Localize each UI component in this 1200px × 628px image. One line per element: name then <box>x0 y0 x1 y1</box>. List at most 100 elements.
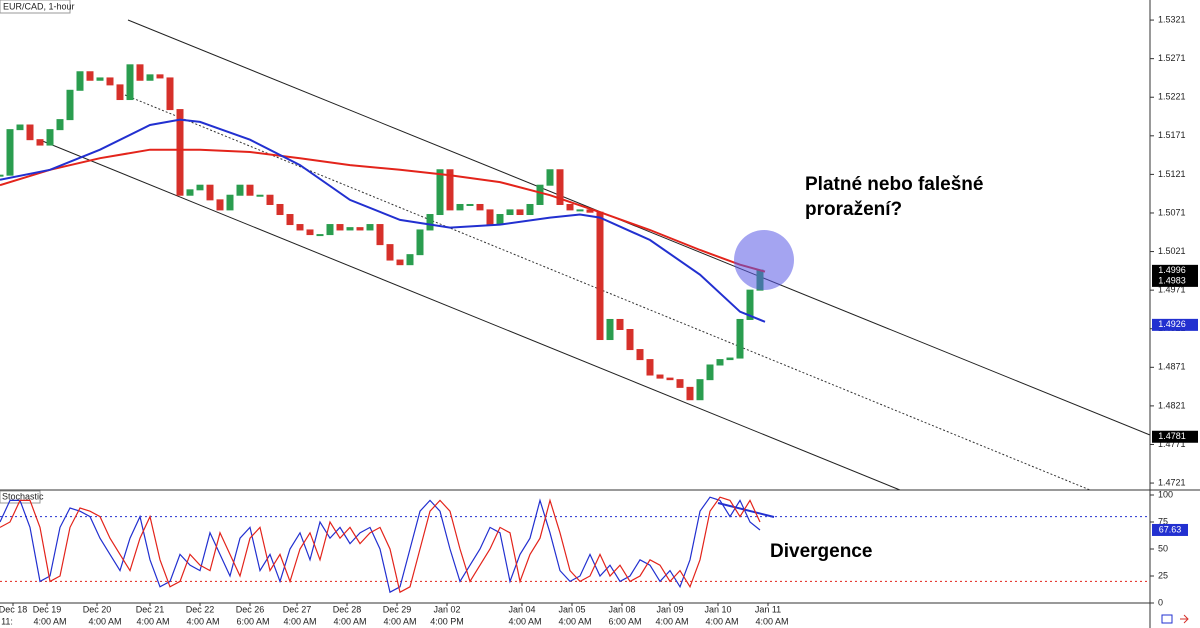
icon[interactable] <box>1180 614 1189 624</box>
candle <box>556 169 564 205</box>
x-tick-label: Dec 28 <box>333 604 362 614</box>
candle <box>686 386 694 401</box>
candle <box>576 209 584 212</box>
price-marker-label: 1.4926 <box>1158 319 1186 329</box>
y-tick-label: 1.5321 <box>1158 14 1186 24</box>
candle <box>296 224 304 231</box>
x-tick-label: 4:00 AM <box>755 616 788 626</box>
candle <box>366 224 374 231</box>
candle <box>496 214 504 226</box>
stochastic-line <box>0 496 761 594</box>
candle <box>506 209 514 216</box>
candle <box>566 203 574 211</box>
candle <box>176 109 184 196</box>
y-tick-label: 1.5121 <box>1158 169 1186 179</box>
x-tick-label: 6:00 AM <box>236 616 269 626</box>
candle <box>0 174 4 177</box>
candle <box>606 318 614 341</box>
x-tick-label: Jan 08 <box>608 604 635 614</box>
candle <box>626 328 634 351</box>
x-tick-label: Dec 20 <box>83 604 112 614</box>
candle <box>736 318 744 359</box>
y-tick-label: 1.5271 <box>1158 53 1186 63</box>
y-tick-label: 1.4971 <box>1158 285 1186 295</box>
stochastic-line <box>0 496 761 594</box>
highlight-circle <box>734 230 794 290</box>
x-tick-label: Dec 29 <box>383 604 412 614</box>
candle <box>636 349 644 361</box>
candle <box>416 229 424 256</box>
candle <box>386 244 394 261</box>
y-tick-label: 50 <box>1158 543 1168 553</box>
y-tick-label: 0 <box>1158 597 1163 607</box>
title-box <box>0 0 71 14</box>
candle <box>196 184 204 191</box>
panel-title: Stochastic <box>2 491 44 501</box>
candle <box>596 211 604 341</box>
candle <box>356 227 364 231</box>
y-tick-label: 25 <box>1158 570 1168 580</box>
candle <box>516 209 524 216</box>
candle <box>286 214 294 226</box>
candle <box>6 129 14 176</box>
x-tick-label: Dec 18 <box>0 604 27 614</box>
candle <box>96 77 104 81</box>
candle <box>706 364 714 381</box>
candle <box>326 224 334 236</box>
candle <box>346 227 354 231</box>
channel-lower <box>39 139 901 491</box>
x-tick-label: 4:00 AM <box>186 616 219 626</box>
price-marker-label: 1.4983 <box>1158 275 1186 285</box>
y-tick-label: 1.4771 <box>1158 439 1186 449</box>
candle <box>76 71 84 91</box>
candle <box>646 359 654 376</box>
y-tick-label: 1.5171 <box>1158 130 1186 140</box>
candle <box>136 64 144 81</box>
candle <box>116 84 124 101</box>
x-tick-label: Jan 10 <box>704 604 731 614</box>
candle <box>66 89 74 121</box>
channel-upper <box>127 19 1151 436</box>
x-tick-label: 4:00 AM <box>136 616 169 626</box>
annotation: proražení? <box>805 199 902 220</box>
x-tick-label: 4:00 AM <box>283 616 316 626</box>
x-tick-label: Dec 19 <box>33 604 62 614</box>
x-tick-label: 4:00 AM <box>88 616 121 626</box>
x-tick-label: Dec 27 <box>283 604 312 614</box>
candle <box>86 71 94 81</box>
candle <box>46 129 54 146</box>
x-tick-label: 4:00 AM <box>333 616 366 626</box>
x-tick-label: Jan 04 <box>508 604 535 614</box>
candle <box>186 189 194 196</box>
icon[interactable] <box>1161 614 1173 624</box>
candle <box>396 259 404 266</box>
x-tick-label: Jan 05 <box>558 604 585 614</box>
candle <box>426 214 434 231</box>
candle <box>256 194 264 197</box>
candle <box>716 359 724 366</box>
candle <box>236 184 244 196</box>
x-tick-label: Dec 26 <box>236 604 265 614</box>
candle <box>146 74 154 81</box>
annotation: Divergence <box>770 541 872 562</box>
candle <box>106 77 114 86</box>
candle <box>696 379 704 401</box>
chart-title: EUR/CAD, 1-hour <box>3 1 75 11</box>
candle <box>486 209 494 226</box>
candle <box>276 203 284 216</box>
candle <box>306 229 314 236</box>
candle <box>656 374 664 379</box>
y-tick-label: 1.5071 <box>1158 207 1186 217</box>
candle <box>56 119 64 131</box>
y-tick-label: 1.4871 <box>1158 362 1186 372</box>
candle <box>266 194 274 205</box>
x-tick-label: 6:00 AM <box>608 616 641 626</box>
candle <box>166 77 174 111</box>
value-marker-label: 67.63 <box>1159 524 1182 534</box>
x-tick-label: 11: <box>1 616 13 626</box>
candle <box>156 74 164 79</box>
price-marker-label: 1.4781 <box>1158 431 1186 441</box>
candle <box>726 357 734 361</box>
